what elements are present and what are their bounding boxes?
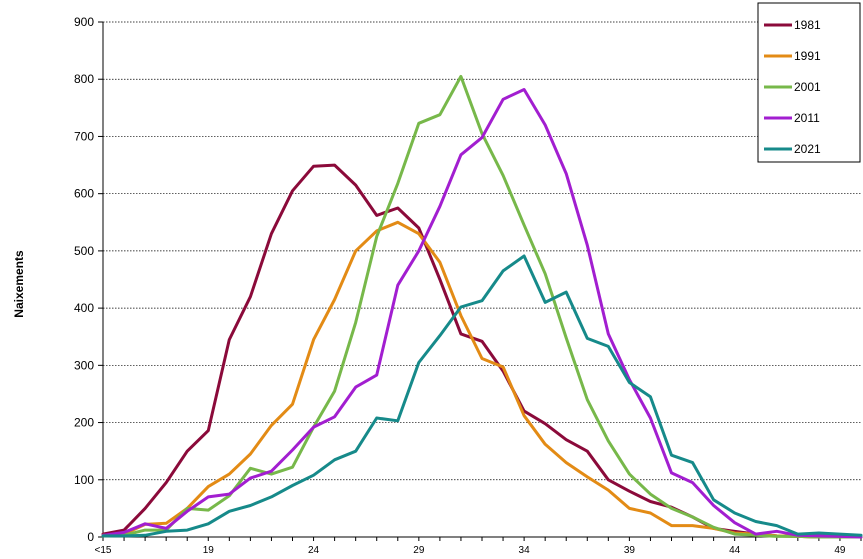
y-tick-label: 300 xyxy=(74,358,94,372)
series-line-2001 xyxy=(101,74,863,539)
y-tick-label: 400 xyxy=(74,301,94,315)
x-axis: <15 19 24 29 34 39 44 49 xyxy=(95,536,862,556)
x-tick-label: 19 xyxy=(203,545,215,556)
y-axis: 0 100 200 300 400 500 600 700 800 900 xyxy=(74,15,104,544)
x-tick-label: 39 xyxy=(624,545,636,556)
x-tick-label: 29 xyxy=(413,545,425,556)
x-tick-label: <15 xyxy=(95,545,112,556)
x-tick-label: 44 xyxy=(729,545,741,556)
y-tick-label: 700 xyxy=(74,129,94,143)
series-line-2011 xyxy=(101,88,863,539)
legend-label: 2001 xyxy=(794,80,821,94)
y-tick-label: 500 xyxy=(74,244,94,258)
legend-label: 2021 xyxy=(794,142,821,156)
gridlines xyxy=(103,21,861,538)
legend: 1981 1991 2001 2011 2021 xyxy=(757,2,861,163)
x-tick-label: 49 xyxy=(834,545,846,556)
x-tick-label: 34 xyxy=(519,545,531,556)
legend-label: 2011 xyxy=(794,111,820,125)
series-line-1991 xyxy=(101,220,863,539)
x-tick-label: 24 xyxy=(308,545,320,556)
y-tick-label: 900 xyxy=(74,15,94,29)
y-tick-label: 100 xyxy=(74,473,94,487)
y-axis-label: Naixements xyxy=(12,250,26,318)
y-tick-label: 200 xyxy=(74,416,94,430)
legend-label: 1981 xyxy=(794,18,821,32)
series-line-1981 xyxy=(101,163,863,539)
series-line-2021 xyxy=(101,254,863,538)
series-lines xyxy=(101,74,863,539)
legend-label: 1991 xyxy=(794,49,821,63)
y-tick-label: 0 xyxy=(87,530,94,544)
legend-box xyxy=(757,2,861,163)
y-tick-label: 800 xyxy=(74,72,94,86)
y-tick-label: 600 xyxy=(74,187,94,201)
